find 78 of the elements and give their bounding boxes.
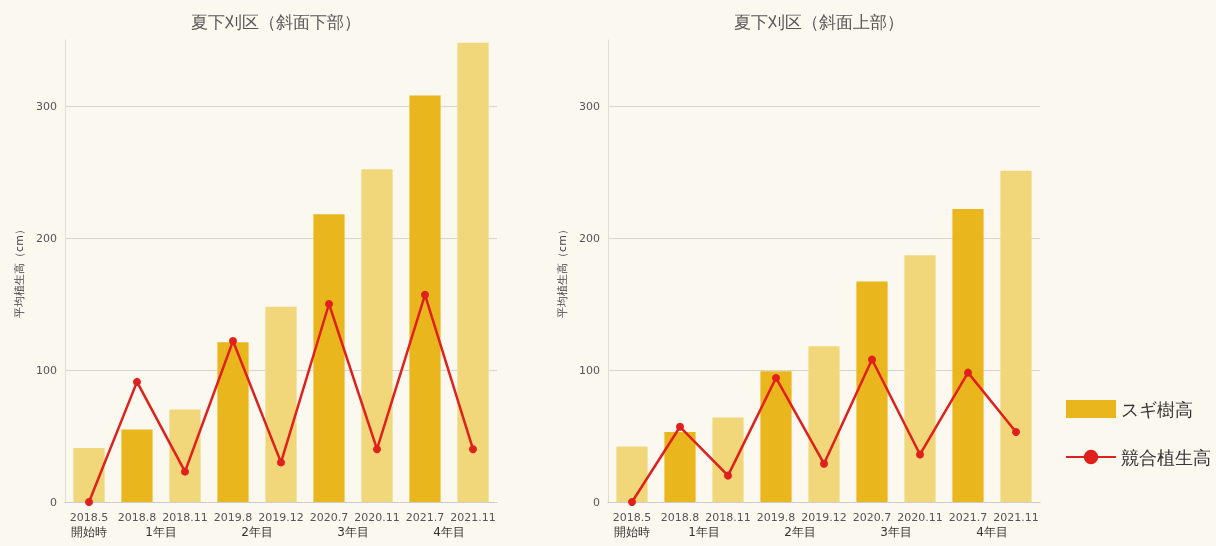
text: 1年目 xyxy=(688,525,720,539)
y-axis-title: 平均植生高（cm） xyxy=(13,224,26,318)
y-tick-label: 100 xyxy=(36,363,57,377)
x-tick-label: 2018.5 xyxy=(69,511,109,524)
bar xyxy=(217,342,249,502)
legend-label: 競合植生高 xyxy=(1121,446,1211,468)
bar xyxy=(904,255,936,502)
x-tick-label: 2020.11 xyxy=(354,511,400,524)
point xyxy=(628,498,636,506)
x-tick-label: 2021.7 xyxy=(948,511,988,524)
y-tick-label: 0 xyxy=(593,495,600,509)
point xyxy=(277,458,285,467)
text: 開始時 xyxy=(614,525,650,539)
bar xyxy=(121,429,153,502)
y-tick-label: 300 xyxy=(579,99,600,113)
x-tick-label: 2021.11 xyxy=(450,511,496,524)
x-tick-label: 2019.12 xyxy=(258,511,304,524)
text: 3年目 xyxy=(337,525,369,539)
chart-title: 夏下刈区（斜面下部） xyxy=(191,11,361,32)
text: 4年目 xyxy=(433,525,465,539)
y-tick-label: 200 xyxy=(36,231,57,245)
point xyxy=(469,445,477,454)
point xyxy=(421,290,429,299)
point xyxy=(325,300,333,308)
x-tick-label: 2018.11 xyxy=(705,511,751,524)
point xyxy=(820,459,828,468)
point xyxy=(868,355,876,364)
x-tick-label: 2018.11 xyxy=(162,511,208,524)
text: 2年目 xyxy=(784,525,816,539)
x-tick-label: 2020.7 xyxy=(309,511,349,524)
point xyxy=(1012,428,1020,437)
x-tick-label: 2018.5 xyxy=(612,511,652,524)
bar xyxy=(856,281,888,502)
bar xyxy=(409,95,441,502)
text: 3年目 xyxy=(880,525,912,539)
point xyxy=(85,498,93,506)
y-tick-label: 200 xyxy=(579,231,600,245)
y-tick-label: 300 xyxy=(36,99,57,113)
point xyxy=(676,422,684,431)
bar xyxy=(808,346,840,502)
x-tick-label: 2020.11 xyxy=(897,511,943,524)
x-tick-label: 2020.7 xyxy=(852,511,892,524)
bar xyxy=(760,371,792,502)
point xyxy=(133,377,141,386)
point xyxy=(724,471,732,480)
y-tick-label: 100 xyxy=(579,363,600,377)
bar xyxy=(457,42,489,502)
bar xyxy=(616,446,648,502)
point xyxy=(772,373,780,382)
text: 1年目 xyxy=(145,525,177,539)
bar xyxy=(952,208,984,502)
bar xyxy=(313,214,345,502)
y-axis-title: 平均植生高（cm） xyxy=(556,224,569,318)
x-tick-label: 2019.8 xyxy=(213,511,253,524)
text: 4年目 xyxy=(976,525,1008,539)
bar xyxy=(265,306,297,502)
point xyxy=(181,467,189,476)
x-tick-label: 2021.7 xyxy=(405,511,445,524)
text: 開始時 xyxy=(71,525,107,539)
legend-label: スギ樹高 xyxy=(1121,398,1193,420)
bar xyxy=(361,169,393,502)
point xyxy=(373,445,381,454)
x-tick-label: 2019.8 xyxy=(756,511,796,524)
x-tick-label: 2018.8 xyxy=(117,511,157,524)
bar xyxy=(73,447,105,502)
chart-title: 夏下刈区（斜面上部） xyxy=(734,11,904,32)
point xyxy=(229,336,237,345)
bar xyxy=(664,432,696,502)
bar xyxy=(712,417,744,502)
x-tick-label: 2021.11 xyxy=(993,511,1039,524)
point xyxy=(964,368,972,377)
x-tick-label: 2018.8 xyxy=(660,511,700,524)
bar xyxy=(169,409,201,502)
bar xyxy=(1000,170,1032,502)
y-tick-label: 0 xyxy=(50,495,57,509)
point xyxy=(916,450,924,459)
text: 2年目 xyxy=(241,525,273,539)
x-tick-label: 2019.12 xyxy=(801,511,847,524)
